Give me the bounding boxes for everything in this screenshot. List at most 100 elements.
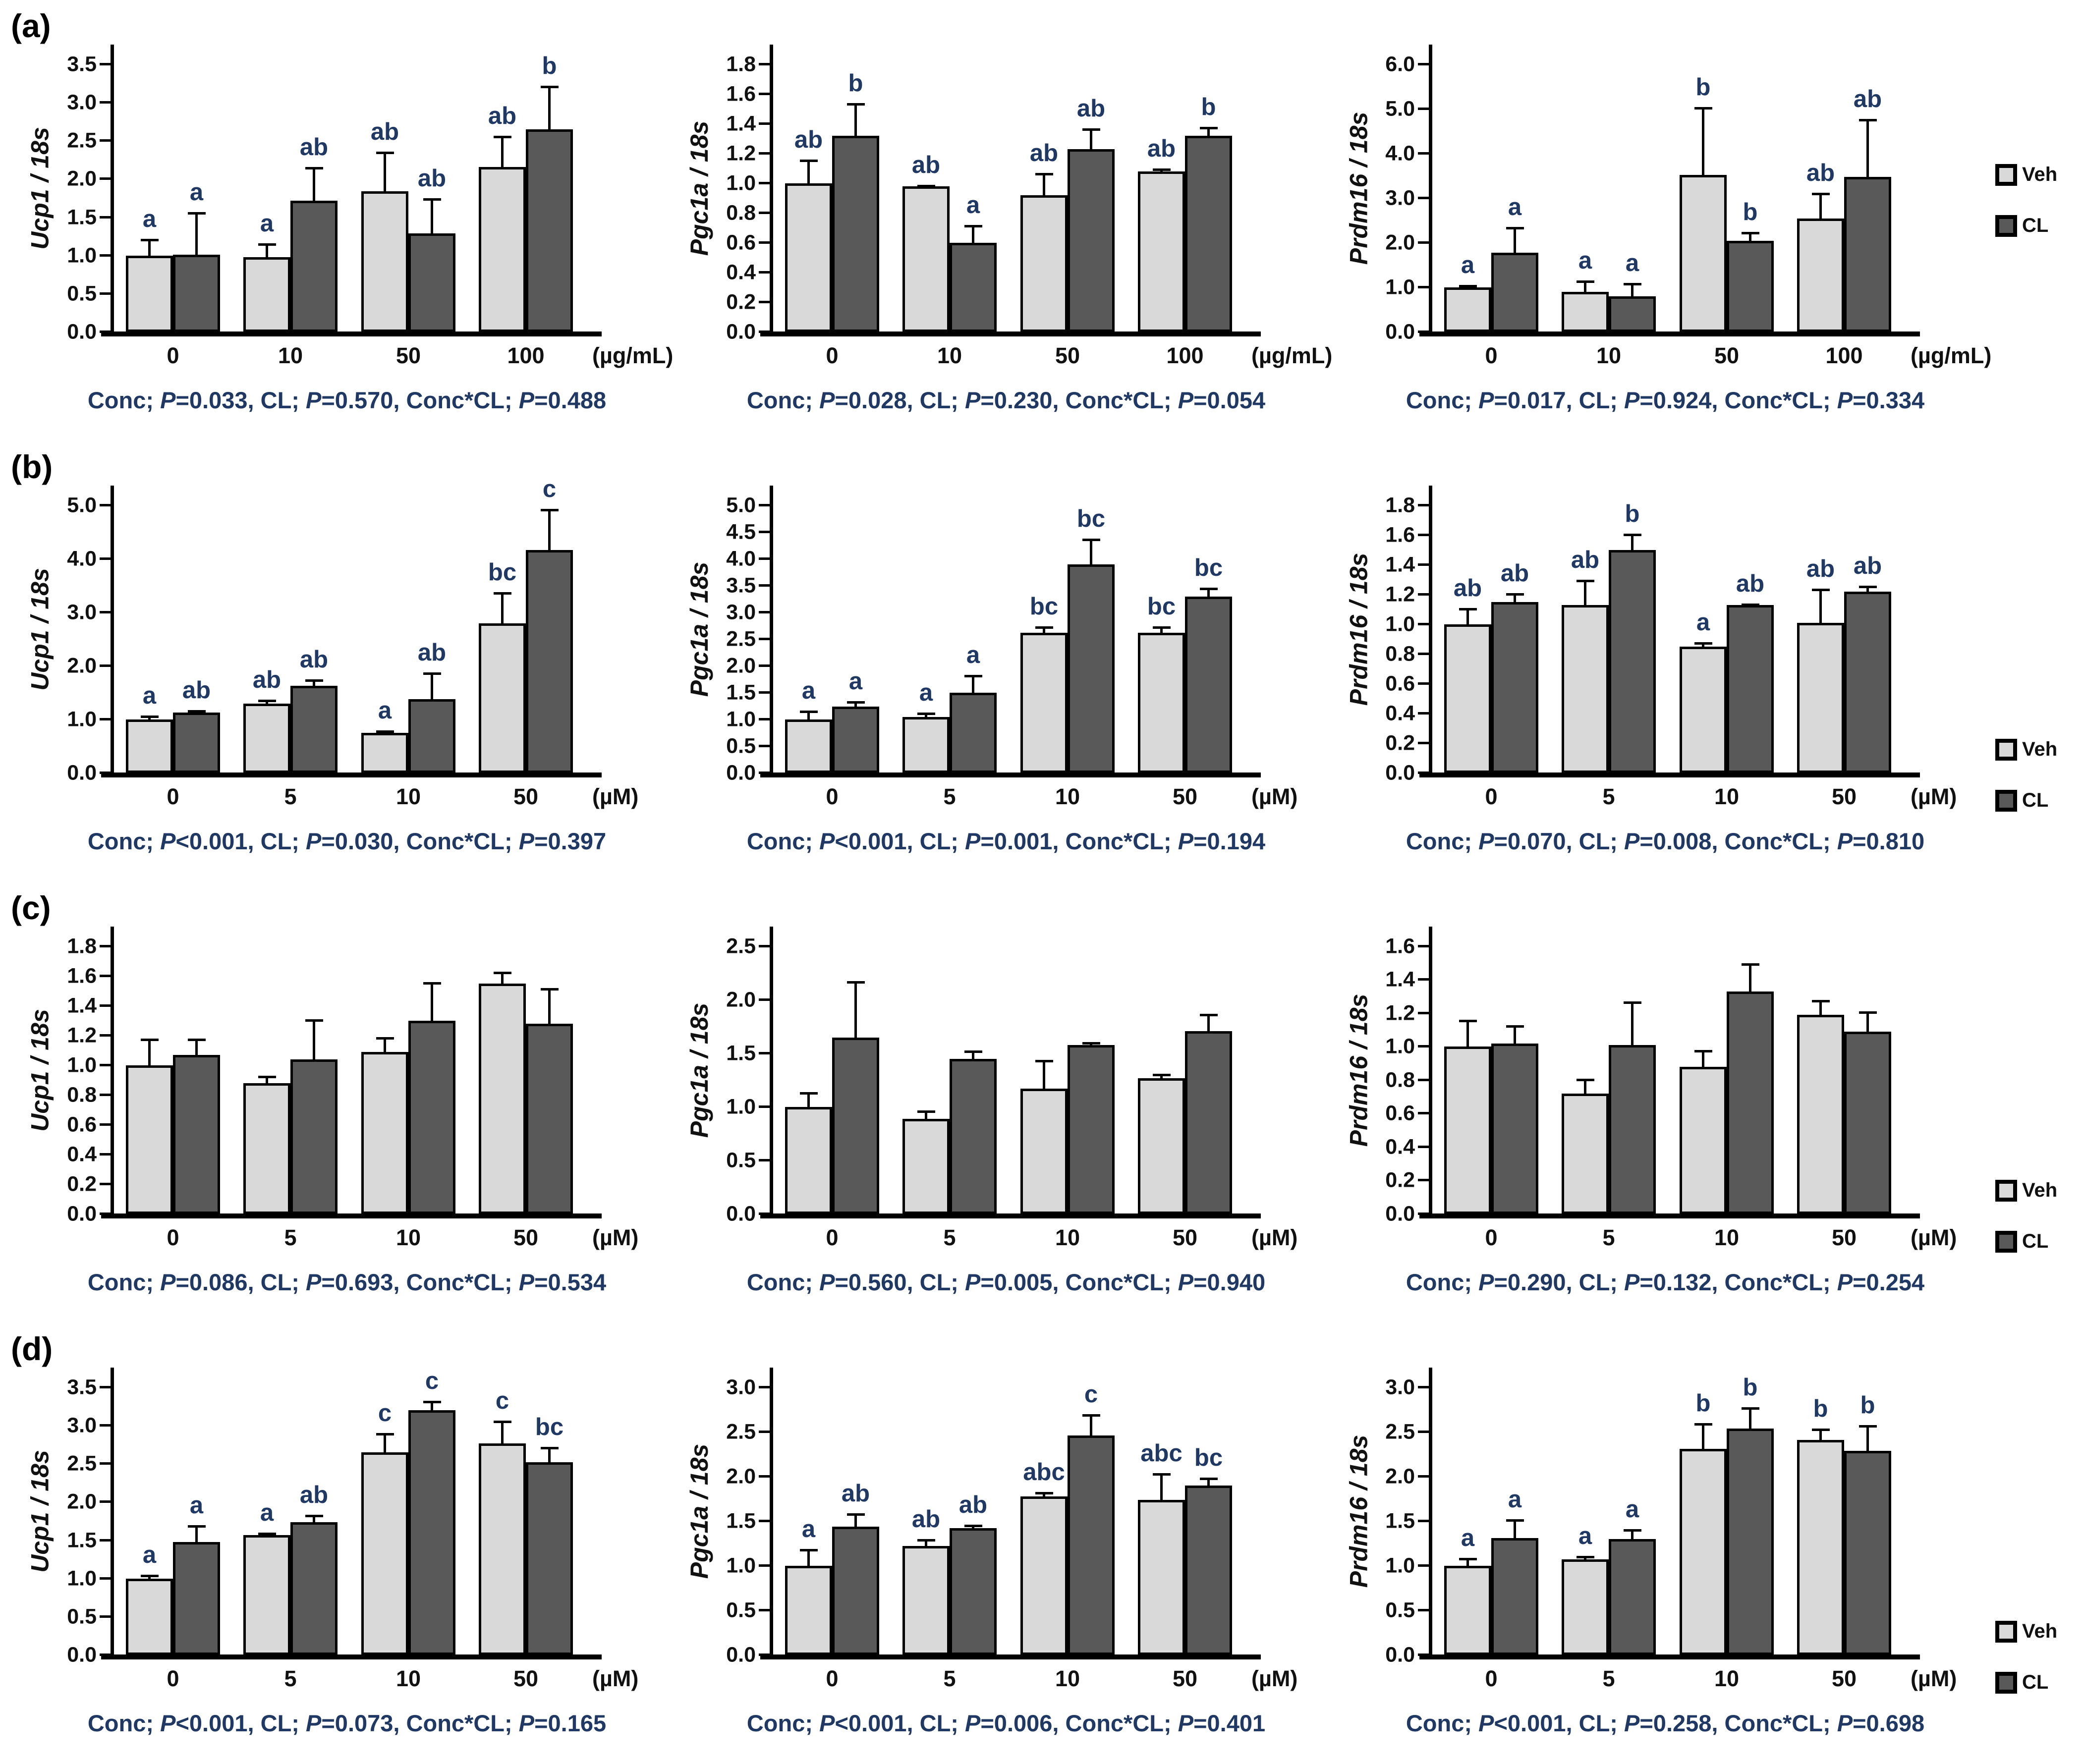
caption-p-value: =0.534 [534, 1269, 607, 1295]
bar-veh-0 [126, 719, 173, 773]
error-bar-cap [1082, 1042, 1100, 1045]
sig-letter: b [1201, 94, 1216, 120]
error-bar-cap [1035, 1492, 1053, 1494]
caption-p-symbol: P [965, 1710, 981, 1736]
legend: Veh CL [1995, 164, 2057, 266]
bar-cl-10 [408, 1021, 455, 1214]
caption-p-symbol: P [160, 828, 176, 854]
y-tick-label: 0.5 [726, 1148, 756, 1172]
sig-letter: a [801, 677, 816, 704]
sig-letter: b [1743, 199, 1758, 225]
panel-label-c: (c) [11, 889, 51, 926]
error-bar [1702, 642, 1704, 648]
legend-item-veh: Veh [1995, 164, 2057, 186]
y-tick-mark [1418, 1609, 1429, 1611]
bar-veh-0 [126, 1065, 173, 1214]
caption-factor-label: Conc*CL; [406, 387, 519, 413]
caption-p-value: <0.001, [175, 828, 261, 854]
y-tick-label: 0.4 [1385, 1135, 1415, 1159]
legend-label: CL [2022, 1230, 2049, 1252]
error-bar [1631, 283, 1633, 297]
sig-letter: ab [1571, 547, 1600, 573]
error-bar-cap [305, 1019, 323, 1022]
x-axis-line [1419, 1213, 1920, 1218]
y-tick-label: 1.0 [67, 1053, 97, 1077]
caption-factor-label: Conc; [1406, 1710, 1479, 1736]
error-bar [1466, 1558, 1469, 1567]
error-bar-cap [1459, 1558, 1477, 1560]
axis-unit-label: (µg/mL) [1911, 343, 1992, 368]
caption-p-value: =0.230, [980, 387, 1066, 413]
bar-veh-5 [1562, 1094, 1609, 1214]
error-bar-cap [1623, 1529, 1641, 1532]
y-tick-mark [100, 1577, 111, 1580]
panel-label-b: (b) [11, 448, 53, 485]
legend-veh-swatch [1995, 1179, 2017, 1202]
y-axis-line [1429, 1368, 1432, 1655]
plot-area: 0.0 0.5 1.0 1.5 2.0 2.5 3.0 3.5 4.0 4.5 5.0 a a bc bc a… [726, 486, 1261, 785]
bar-cl-5 [1609, 1539, 1656, 1655]
bar-veh-50 [1680, 175, 1727, 332]
legend-item-cl: CL [1995, 1671, 2057, 1694]
x-tick-label: 50 [1831, 1666, 1857, 1691]
y-tick-mark [759, 531, 770, 533]
legend-cell: Veh CL [1977, 441, 2084, 882]
chart-pgc1a-row0: Pgc1a / 18s 0.0 0.2 0.4 0.6 0.8 1.0 1.2 1.4 1.6 1.… [659, 0, 1332, 441]
y-tick-label: 1.0 [67, 1566, 97, 1591]
error-bar [501, 136, 504, 168]
x-tick-label: 50 [1172, 1666, 1198, 1691]
error-bar-cap [376, 1037, 394, 1040]
error-bar-cap [917, 713, 935, 715]
y-tick-mark [100, 1004, 111, 1007]
y-tick-label: 2.0 [1385, 230, 1415, 255]
p-value-caption: Conc; P<0.001, CL; P=0.030, Conc*CL; P=0… [55, 827, 639, 855]
y-tick-mark [1418, 108, 1429, 110]
bar-cl-50 [1844, 1032, 1891, 1214]
caption-factor-label: Conc*CL; [1065, 1269, 1178, 1295]
y-tick-label: 3.5 [67, 1375, 97, 1399]
error-bar [1466, 1020, 1469, 1047]
p-value-caption: Conc; P=0.028, CL; P=0.230, Conc*CL; P=0… [714, 386, 1298, 414]
sig-letter: a [1461, 252, 1475, 278]
y-axis-line [770, 486, 773, 773]
y-tick-label: 0.8 [1385, 1068, 1415, 1092]
error-bar [925, 713, 927, 718]
error-bar [148, 1575, 151, 1580]
x-tick-label: 10 [1055, 1225, 1080, 1250]
y-tick-label: 0.0 [67, 1202, 97, 1226]
y-tick-mark [1418, 682, 1429, 685]
y-tick-label: 1.6 [67, 964, 97, 988]
y-tick-mark [1418, 1112, 1429, 1114]
caption-p-value: =0.132, [1639, 1269, 1725, 1295]
caption-p-value: =0.070, [1494, 828, 1579, 854]
x-tick-label: 0 [826, 1225, 839, 1250]
sig-letter: ab [911, 152, 941, 178]
p-value-caption: Conc; P=0.290, CL; P=0.132, Conc*CL; P=0… [1373, 1268, 1958, 1296]
y-axis-line [111, 486, 114, 773]
x-tick-label: 0 [1485, 343, 1498, 368]
y-tick-label: 0.4 [1385, 701, 1415, 725]
y-tick-label: 0.0 [1385, 1202, 1415, 1226]
y-tick-mark [100, 292, 111, 295]
error-bar-cap [423, 198, 441, 201]
bar-cl-10 [1068, 1045, 1115, 1214]
error-bar-cap [1859, 1011, 1877, 1014]
bar-cl-5 [290, 686, 338, 773]
error-bar [195, 1039, 198, 1056]
sig-letter: b [1695, 74, 1711, 101]
y-tick-label: 1.8 [726, 52, 756, 76]
error-bar [1702, 1050, 1704, 1068]
bar-cl-100 [1185, 136, 1232, 332]
bar-veh-10 [361, 1052, 408, 1214]
error-bar [1043, 1060, 1045, 1090]
error-bar-cap [423, 1401, 441, 1403]
x-tick-label: 10 [937, 343, 962, 368]
y-tick-label: 0.5 [1385, 1598, 1415, 1622]
x-tick-label: 50 [1714, 343, 1740, 368]
bar-cl-5 [950, 693, 997, 773]
error-bar-cap [964, 225, 982, 227]
x-tick-label: 50 [1172, 784, 1198, 809]
legend-cl-swatch [1995, 789, 2017, 812]
error-bar-cap [1811, 1000, 1830, 1002]
p-value-caption: Conc; P=0.086, CL; P=0.693, Conc*CL; P=0… [55, 1268, 639, 1296]
